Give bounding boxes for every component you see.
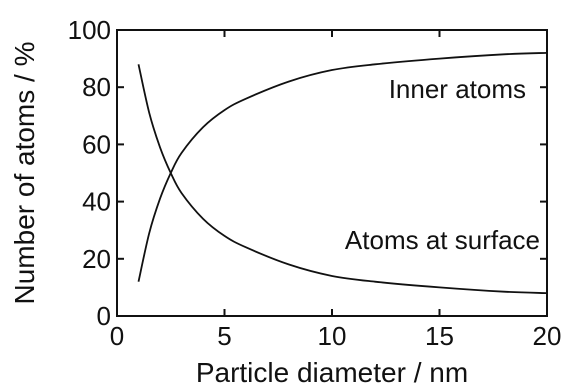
y-tick-label: 60 (82, 129, 111, 159)
x-tick-label: 10 (318, 321, 347, 351)
x-tick-label: 20 (533, 321, 562, 351)
y-tick-label: 100 (68, 15, 111, 45)
surface-atoms-annotation: Atoms at surface (345, 225, 540, 255)
tick-marks (116, 29, 548, 317)
y-tick-label: 20 (82, 244, 111, 274)
inner-atoms-annotation: Inner atoms (389, 74, 526, 104)
inner-atoms-line (137, 51, 548, 282)
y-tick-label: 80 (82, 72, 111, 102)
x-tick-label: 15 (425, 321, 454, 351)
y-axis-label: Number of atoms / % (9, 42, 40, 305)
plot-frame (116, 29, 548, 317)
y-tick-labels: 0 20 40 60 80 100 (68, 15, 111, 331)
surface-atoms-line (137, 64, 548, 295)
x-tick-label: 0 (110, 321, 124, 351)
y-tick-label: 0 (97, 301, 111, 331)
x-tick-label: 5 (217, 321, 231, 351)
y-tick-label: 40 (82, 187, 111, 217)
x-tick-labels: 0 5 10 15 20 (110, 321, 562, 351)
x-axis-label: Particle diameter / nm (196, 357, 468, 388)
series-lines (137, 51, 548, 295)
